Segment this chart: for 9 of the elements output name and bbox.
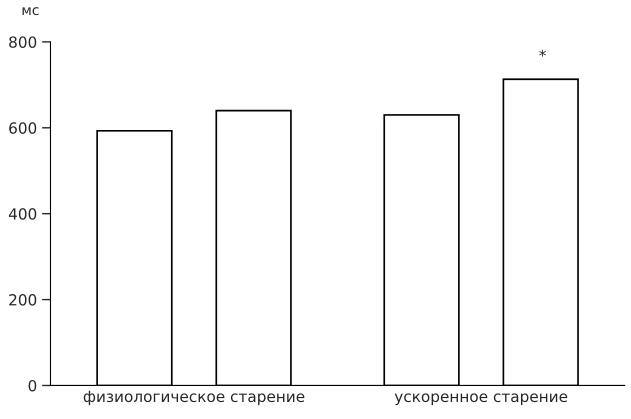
y-axis-title: мс bbox=[22, 7, 39, 16]
y-tick-label: 800 bbox=[9, 36, 36, 48]
y-tick-label: 600 bbox=[9, 122, 36, 134]
x-tick-label: ускоренное старение bbox=[394, 393, 568, 406]
y-tick-label: 0 bbox=[28, 380, 36, 392]
annotation: * bbox=[539, 50, 546, 57]
y-tick-label: 400 bbox=[8, 208, 36, 220]
y-tick-label: 200 bbox=[9, 294, 36, 306]
x-tick-label: физиологическое старение bbox=[84, 390, 304, 406]
